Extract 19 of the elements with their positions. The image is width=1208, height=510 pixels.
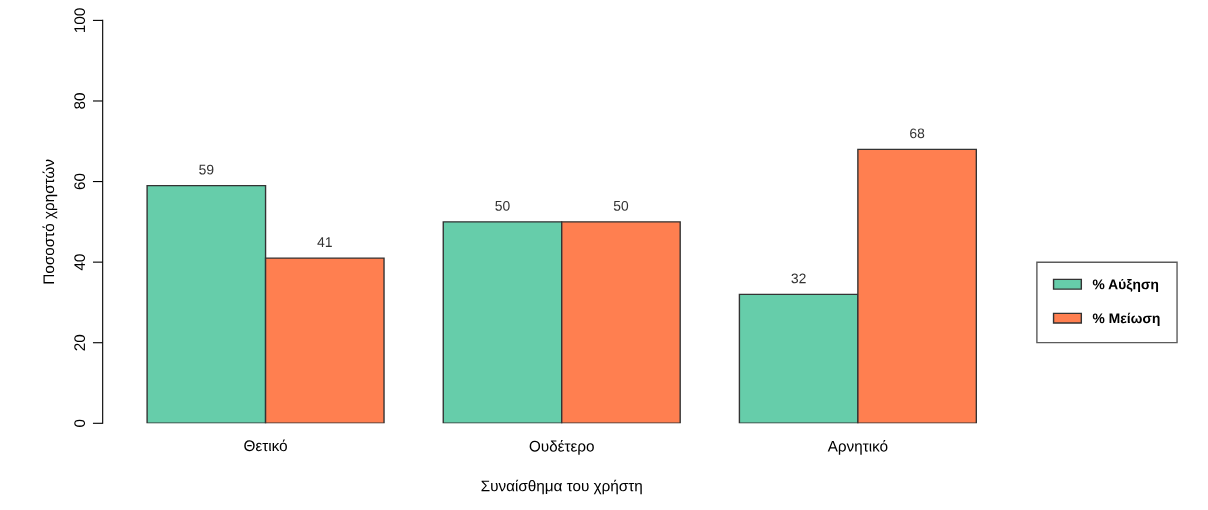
data-label: 50 — [613, 200, 629, 211]
y-tick-label: 60 — [74, 173, 86, 190]
data-label: 32 — [791, 273, 806, 284]
y-tick-label: 20 — [74, 334, 86, 351]
x-axis-title: Συναίσθημα του χρήστη — [481, 479, 642, 495]
legend-label: % Αύξηση — [1092, 278, 1159, 293]
data-label: 68 — [910, 128, 925, 139]
data-label: 59 — [199, 164, 214, 175]
y-axis-title: Ποσοστό χρηστών — [42, 159, 58, 284]
legend-label: % Μείωση — [1092, 312, 1160, 326]
y-tick-label: 100 — [74, 8, 86, 32]
y-tick-label: 0 — [74, 419, 86, 427]
y-tick-label: 40 — [74, 254, 86, 271]
data-label: 50 — [495, 200, 510, 211]
y-tick-label: 80 — [74, 93, 86, 109]
data-label: 41 — [317, 237, 332, 247]
x-tick-label: Θετικό — [244, 439, 287, 452]
x-tick-label: Ουδέτερο — [529, 439, 594, 455]
x-tick-label: Αρνητικό — [827, 439, 888, 455]
